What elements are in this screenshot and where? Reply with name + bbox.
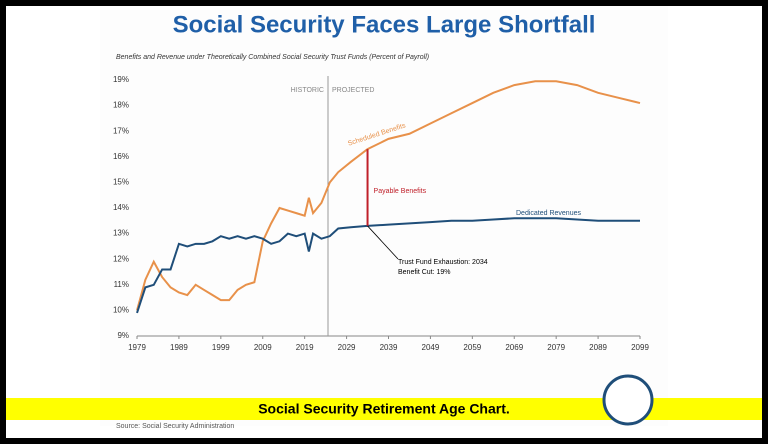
x-tick-label: 2079 [547, 343, 565, 352]
x-tick-label: 2089 [589, 343, 607, 352]
y-tick-label: 14% [113, 203, 129, 212]
y-tick-label: 10% [113, 306, 129, 315]
series-line [136, 217, 640, 314]
chart-subtitle: Benefits and Revenue under Theoretically… [116, 54, 429, 61]
y-tick-label: 15% [113, 178, 129, 187]
y-tick-label: 18% [113, 101, 129, 110]
y-tick-label: 12% [113, 254, 129, 263]
y-tick-label: 11% [114, 280, 129, 289]
x-tick-label: 2029 [338, 343, 356, 352]
x-tick-label: 2069 [505, 343, 523, 352]
x-tick-label: 2059 [463, 343, 481, 352]
x-tick-label: 2009 [254, 343, 272, 352]
x-tick-label: 1999 [212, 343, 230, 352]
y-tick-label: 16% [113, 152, 129, 161]
slide [100, 6, 668, 426]
x-tick-label: 2039 [380, 343, 398, 352]
x-tick-label: 2099 [631, 343, 649, 352]
x-tick-label: 1979 [128, 343, 146, 352]
series-line [136, 80, 641, 311]
x-tick-label: 1989 [170, 343, 188, 352]
leader [367, 225, 399, 260]
caption: Social Security Retirement Age Chart. [258, 401, 510, 417]
section-label: HISTORIC [291, 87, 324, 94]
logo [602, 374, 654, 426]
annotation: Trust Fund Exhaustion: 2034 [398, 259, 488, 266]
chart: Social Security Faces Large Shortfall Be… [6, 6, 762, 430]
y-tick-label: 17% [113, 126, 129, 135]
x-tick-label: 2049 [422, 343, 440, 352]
x-tick-label: 2019 [296, 343, 314, 352]
chart-title: Social Security Faces Large Shortfall [173, 11, 596, 38]
y-tick-label: 19% [113, 75, 129, 84]
y-tick-label: 9% [117, 331, 129, 340]
source: Source: Social Security Administration [116, 423, 234, 430]
annotation: Benefit Cut: 19% [398, 269, 451, 276]
annotation: Payable Benefits [374, 188, 427, 195]
caption-bar [6, 398, 762, 420]
series-label: Dedicated Revenues [516, 210, 581, 217]
section-label: PROJECTED [332, 87, 374, 94]
y-tick-label: 13% [113, 229, 129, 238]
